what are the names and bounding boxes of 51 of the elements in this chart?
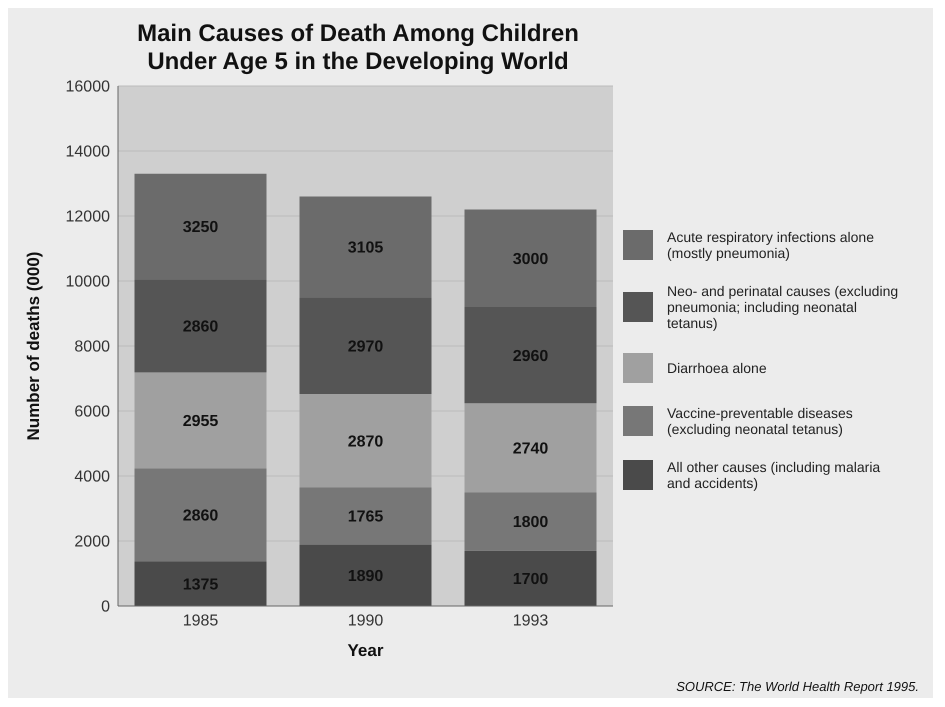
- x-axis-title: Year: [348, 641, 384, 660]
- x-tick-label: 1993: [512, 612, 548, 630]
- bar: [464, 307, 596, 404]
- x-tick-label: 1985: [182, 612, 218, 630]
- y-tick-label: 4000: [74, 468, 110, 486]
- legend-label: Neo- and perinatal causes (excluding pneumonia; including neonatal tetanus): [667, 283, 900, 331]
- bar: [134, 561, 266, 606]
- data-label: 1890: [348, 568, 384, 585]
- data-label: 2870: [348, 433, 384, 450]
- legend-label: Diarrhoea alone: [667, 360, 767, 376]
- legend-label: All other causes (including malaria and accidents): [667, 459, 882, 491]
- y-axis-title: Number of deaths (000): [24, 252, 44, 440]
- bar: [464, 210, 596, 307]
- data-label: 2970: [348, 338, 384, 356]
- y-tick-label: 14000: [66, 144, 110, 161]
- bar: [134, 279, 266, 372]
- data-label: 2740: [512, 440, 548, 458]
- bar: [300, 544, 432, 606]
- bar: [464, 403, 596, 492]
- bar: [300, 394, 432, 488]
- bar: [300, 196, 432, 298]
- data-label: 1375: [182, 576, 218, 594]
- y-tick-label: 6000: [74, 404, 110, 421]
- y-tick-label: 0: [101, 598, 110, 616]
- data-label: 2860: [182, 508, 218, 525]
- source-note: SOURCE: The World Health Report 1995.: [676, 679, 919, 694]
- data-label: 1700: [512, 571, 548, 588]
- data-label: 2960: [512, 348, 548, 365]
- data-label: 1800: [512, 514, 548, 532]
- y-tick-label: 2000: [74, 534, 110, 551]
- x-tick-label: 1990: [348, 612, 384, 630]
- bar: [134, 372, 266, 468]
- data-label: 3105: [348, 240, 384, 257]
- data-label: 2860: [182, 318, 218, 336]
- bar: [134, 468, 266, 562]
- data-label: 2955: [182, 413, 218, 430]
- y-tick-label: 16000: [66, 78, 110, 96]
- data-label: 3000: [512, 250, 548, 268]
- bar: [464, 492, 596, 551]
- y-tick-label: 10000: [66, 274, 110, 291]
- data-label: 3250: [182, 219, 218, 236]
- y-tick-label: 8000: [74, 338, 110, 356]
- bar: [300, 487, 432, 545]
- bar: [134, 174, 266, 280]
- legend-label: Acute respiratory infections alone (mostly pneumonia): [667, 229, 875, 261]
- bar: [464, 550, 596, 606]
- data-label: 1765: [348, 508, 384, 526]
- chart-title: Main Causes of Death Among Children Under Age 5 in the Developing World: [136, 19, 580, 76]
- legend-label: Vaccine-preventable diseases (excluding neonatal tetanus): [667, 405, 854, 437]
- y-tick-label: 12000: [66, 208, 110, 226]
- bar: [300, 297, 432, 394]
